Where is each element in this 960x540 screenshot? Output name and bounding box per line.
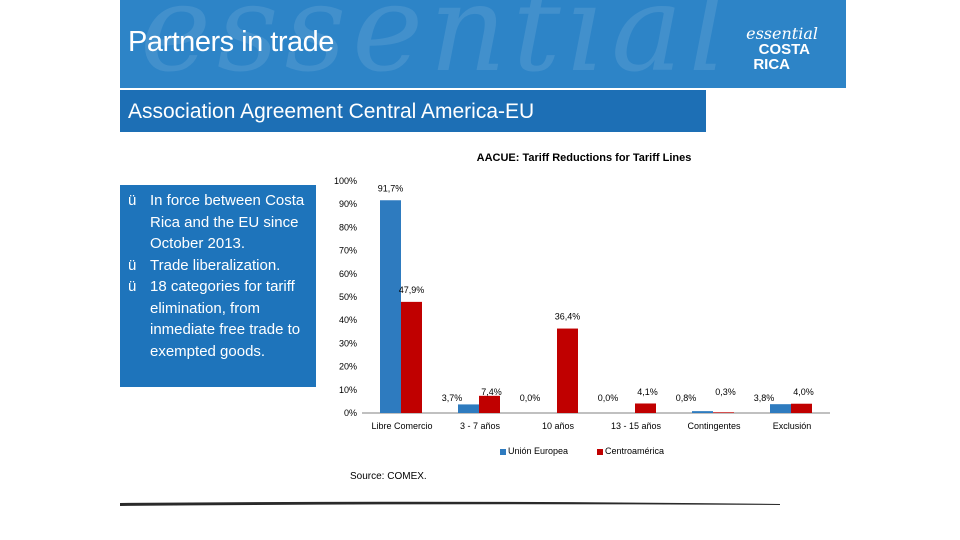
logo-script: essential <box>746 24 818 43</box>
data-label: 3,8% <box>754 393 775 403</box>
footer-divider <box>120 501 780 506</box>
chart-title: AACUE: Tariff Reductions for Tariff Line… <box>477 152 692 164</box>
bar <box>557 328 578 413</box>
y-tick-label: 50% <box>339 292 357 302</box>
data-label: 4,0% <box>793 387 814 397</box>
bullet-text: In force between Costa Rica and the EU s… <box>150 192 305 252</box>
y-tick-label: 0% <box>344 408 357 418</box>
bullet-item: ü 18 categories for tariff elimination, f… <box>128 276 308 362</box>
y-tick-label: 30% <box>339 338 357 348</box>
category-label: Libre Comercio <box>371 421 432 431</box>
bullet-list: ü In force between Costa Rica and the EU … <box>128 190 308 362</box>
category-label: Exclusión <box>773 421 812 431</box>
y-tick-label: 60% <box>339 269 357 279</box>
bar <box>458 404 479 413</box>
y-tick-label: 80% <box>339 222 357 232</box>
category-label: 13 - 15 años <box>611 421 662 431</box>
page-title: Partners in trade <box>128 26 334 58</box>
data-label: 3,7% <box>442 393 463 403</box>
data-label: 36,4% <box>555 312 581 322</box>
bullet-item: ü Trade liberalization. <box>128 255 308 277</box>
chart-source: Source: COMEX. <box>350 471 427 482</box>
check-icon: ü <box>128 278 137 295</box>
bar-group: 91,7% 47,9% 3,7% 7,4% 0,0% 36,4% 0,0% 4,1% 0,8% 0… <box>378 183 814 413</box>
bar <box>791 403 812 413</box>
y-tick-label: 10% <box>339 385 357 395</box>
bullet-item: ü In force between Costa Rica and the EU … <box>128 190 308 255</box>
legend-label-eu: Unión Europea <box>508 446 568 456</box>
bullet-text: 18 categories for tariff elimination, fr… <box>150 278 301 360</box>
legend-swatch-eu <box>500 449 506 455</box>
check-icon: ü <box>128 256 137 274</box>
check-icon: ü <box>128 192 137 209</box>
logo-line2: RICA <box>753 56 790 73</box>
bar <box>770 404 791 413</box>
bar <box>401 301 422 413</box>
data-label: 91,7% <box>378 183 404 193</box>
legend-label-ca: Centroamérica <box>605 446 664 456</box>
data-label: 0,3% <box>715 387 736 397</box>
bar <box>479 395 500 413</box>
data-label: 0,8% <box>676 393 697 403</box>
header-watermark: essential <box>140 0 734 88</box>
legend-swatch-ca <box>597 449 603 455</box>
bullet-text: Trade liberalization. <box>150 256 281 274</box>
x-axis-labels: Libre Comercio 3 - 7 años 10 años 13 - 15 a… <box>371 421 811 431</box>
y-axis-ticks: 0% 10% 20% 30% 40% 50% 60% 70% 80% 90% 100% <box>334 176 357 418</box>
bar <box>713 412 734 413</box>
logo-line1: COSTA <box>758 41 810 58</box>
y-tick-label: 40% <box>339 315 357 325</box>
subtitle-bar: Association Agreement Central America-EU <box>120 90 706 132</box>
chart-legend: Unión Europea Centroamérica <box>500 446 664 456</box>
header-banner: essential Partners in trade essential CO… <box>120 0 846 88</box>
category-label: 3 - 7 años <box>460 421 501 431</box>
data-label: 47,9% <box>399 285 425 295</box>
bar <box>692 411 713 413</box>
subtitle: Association Agreement Central America-EU <box>128 100 535 123</box>
bar <box>635 403 656 413</box>
bar <box>380 200 401 413</box>
category-label: 10 años <box>542 421 575 431</box>
data-label: 0,0% <box>598 393 619 403</box>
y-tick-label: 100% <box>334 176 357 186</box>
data-label: 4,1% <box>637 387 658 397</box>
tariff-reduction-chart: AACUE: Tariff Reductions for Tariff Line… <box>334 152 830 482</box>
y-tick-label: 90% <box>339 199 357 209</box>
category-label: Contingentes <box>687 421 741 431</box>
y-tick-label: 20% <box>339 362 357 372</box>
costa-rica-logo: essential COSTA RICA <box>708 26 818 76</box>
y-tick-label: 70% <box>339 246 357 256</box>
bullet-box: ü In force between Costa Rica and the EU … <box>120 185 316 387</box>
data-label: 7,4% <box>481 387 502 397</box>
data-label: 0,0% <box>520 393 541 403</box>
